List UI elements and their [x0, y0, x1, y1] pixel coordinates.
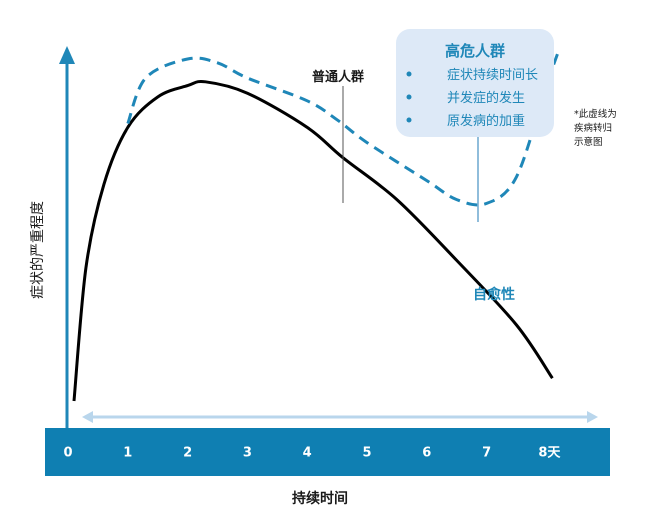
callout-item-2: 并发症的发生	[447, 90, 525, 106]
x-axis-band	[45, 428, 610, 476]
y-axis-label: 症状的严重程度	[30, 201, 46, 299]
x-tick-label: 1	[123, 446, 132, 461]
duration-range-left-arrowhead	[82, 411, 93, 423]
callout-bullet-3	[406, 117, 412, 123]
x-axis-ticks: 0 1 2 3 4 5 6 7 8天	[63, 446, 561, 461]
dashed-line-note-3: 示意图	[574, 136, 603, 148]
x-tick-label: 4	[303, 446, 312, 461]
x-axis-label: 持续时间	[292, 490, 348, 507]
series-normal-population	[72, 79, 554, 402]
dashed-line-note-2: 疾病转归	[574, 122, 612, 134]
callout-bullet-2	[406, 94, 412, 100]
callout-bullet-1	[406, 71, 412, 77]
x-tick-label: 3	[243, 446, 252, 461]
x-tick-label: 2	[183, 446, 192, 461]
x-tick-label: 5	[362, 446, 371, 461]
callout-item-3: 原发病的加重	[447, 113, 525, 129]
x-tick-label: 0	[63, 446, 72, 461]
duration-range-right-arrowhead	[587, 411, 598, 423]
high-risk-callout-title: 高危人群	[445, 42, 505, 60]
series-high-risk	[126, 50, 560, 207]
self-healing-label: 自愈性	[473, 286, 515, 303]
x-tick-label: 7	[482, 446, 491, 461]
x-tick-label: 8天	[538, 446, 561, 461]
x-tick-label: 6	[422, 446, 431, 461]
callout-item-1: 症状持续时间长	[447, 68, 538, 83]
normal-population-label: 普通人群	[312, 69, 364, 85]
y-axis-arrowhead	[59, 46, 75, 64]
high-risk-callout-box	[396, 29, 554, 137]
dashed-line-note-1: *此虚线为	[574, 108, 617, 120]
